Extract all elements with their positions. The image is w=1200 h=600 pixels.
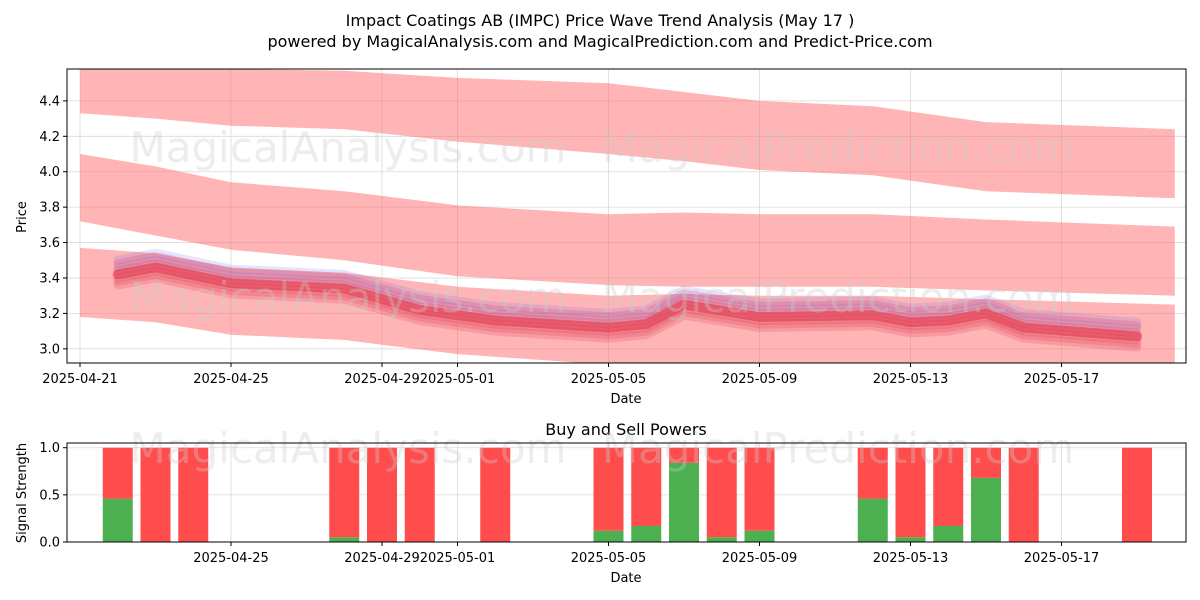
price-y-tick-label: 3.4: [39, 271, 60, 286]
buy-bar: [102, 498, 133, 542]
price-wave-line: [113, 248, 1142, 327]
sell-bar: [367, 447, 397, 542]
signal-y-tick-label: 1.0: [39, 441, 60, 456]
chart-subtitle: powered by MagicalAnalysis.com and Magic…: [267, 32, 932, 51]
price-x-tick-label: 2025-05-17: [1024, 372, 1100, 387]
price-wave-line: [113, 252, 1142, 331]
signal-y-label: Signal Strength: [15, 443, 30, 543]
watermark-analysis-bottom: MagicalAnalysis.com: [130, 424, 567, 473]
buy-bar: [706, 537, 737, 542]
price-y-ticks: 3.0 3.2 3.4 3.6 3.8 4.0 4.2 4.4: [39, 94, 67, 357]
price-x-tick-label: 2025-05-13: [873, 372, 949, 387]
signal-x-tick-label: 2025-05-17: [1024, 551, 1100, 566]
buy-bar: [593, 530, 624, 542]
signal-x-tick-label: 2025-05-01: [420, 551, 496, 566]
signal-x-tick-label: 2025-04-29: [344, 551, 420, 566]
sell-bar: [1122, 447, 1152, 542]
price-x-tick-label: 2025-04-25: [193, 372, 269, 387]
signal-plot-area: [102, 447, 1152, 542]
price-x-tick-label: 2025-05-05: [571, 372, 647, 387]
sell-bar: [480, 447, 511, 542]
signal-panel: Buy and Sell Powers MagicalAnalysis.com …: [15, 420, 1187, 586]
signal-y-tick-label: 0.5: [39, 488, 60, 503]
signal-x-tick-label: 2025-05-09: [722, 551, 798, 566]
sell-bar: [669, 447, 699, 463]
sell-bar: [631, 447, 662, 526]
sell-bar: [593, 447, 624, 531]
sell-bar: [744, 447, 775, 531]
buy-bar: [631, 525, 662, 542]
signal-x-label: Date: [610, 571, 641, 586]
price-band-3: [80, 247, 1175, 363]
price-x-tick-label: 2025-04-29: [344, 372, 420, 387]
chart-title: Impact Coatings AB (IMPC) Price Wave Tre…: [346, 11, 855, 30]
signal-x-tick-label: 2025-05-05: [571, 551, 647, 566]
price-wave-line: [113, 273, 1142, 352]
signal-x-tick-label: 2025-04-25: [193, 551, 269, 566]
sell-bar: [178, 447, 209, 542]
sell-bar: [933, 447, 964, 526]
signal-panel-title: Buy and Sell Powers: [545, 420, 707, 439]
buy-bar: [933, 525, 964, 542]
buy-bar: [971, 477, 1001, 542]
price-y-tick-label: 3.2: [39, 307, 60, 322]
sell-bar: [895, 447, 926, 538]
signal-axes-frame: [66, 442, 1187, 543]
watermark-prediction-bottom: MagicalPrediction.com: [602, 424, 1075, 473]
watermark-prediction-top: MagicalPrediction.com: [602, 123, 1075, 172]
buy-bar: [329, 537, 360, 542]
price-y-tick-label: 3.0: [39, 342, 60, 357]
sell-bar: [102, 447, 133, 499]
price-band-1: [80, 69, 1175, 199]
price-plot-area: [80, 69, 1175, 363]
price-y-tick-label: 3.6: [39, 236, 60, 251]
price-x-tick-label: 2025-05-09: [722, 372, 798, 387]
signal-x-ticks: 2025-04-25 2025-04-29 2025-05-01 2025-05-05…: [193, 542, 1099, 566]
signal-x-tick-label: 2025-05-13: [873, 551, 949, 566]
buy-bar: [895, 537, 926, 542]
price-x-tick-label: 2025-05-01: [420, 372, 496, 387]
sell-bar: [329, 447, 360, 538]
sell-bar: [971, 447, 1001, 478]
price-x-label: Date: [610, 392, 641, 407]
price-axes-frame: [66, 68, 1187, 364]
sell-bar: [1008, 447, 1039, 542]
sell-bar: [706, 447, 737, 538]
watermark-analysis-top: MagicalAnalysis.com: [130, 123, 567, 172]
price-y-tick-label: 4.2: [39, 130, 60, 145]
price-band-2: [80, 154, 1175, 296]
price-y-tick-label: 4.0: [39, 165, 60, 180]
watermark-prediction-mid: MagicalPrediction.com: [602, 273, 1075, 322]
price-y-tick-label: 4.4: [39, 94, 60, 109]
price-y-tick-label: 3.8: [39, 201, 60, 216]
buy-bar: [857, 498, 888, 542]
price-panel: MagicalAnalysis.com MagicalPrediction.co…: [15, 68, 1187, 407]
signal-y-ticks: 0.0 0.5 1.0: [39, 441, 67, 551]
buy-bar: [744, 530, 775, 542]
price-wave-core: [112, 262, 1142, 342]
price-wave-line: [113, 269, 1142, 348]
signal-y-tick-label: 0.0: [39, 536, 60, 551]
price-wave-line: [113, 255, 1142, 334]
price-x-ticks: 2025-04-21 2025-04-25 2025-04-29 2025-05-01…: [42, 363, 1099, 387]
sell-bar: [857, 447, 888, 499]
buy-bar: [669, 462, 699, 542]
watermark-analysis-mid: MagicalAnalysis.com: [130, 273, 567, 322]
sell-bar: [140, 447, 171, 542]
price-y-label: Price: [15, 201, 30, 233]
price-x-tick-label: 2025-04-21: [42, 372, 118, 387]
sell-bar: [404, 447, 435, 542]
